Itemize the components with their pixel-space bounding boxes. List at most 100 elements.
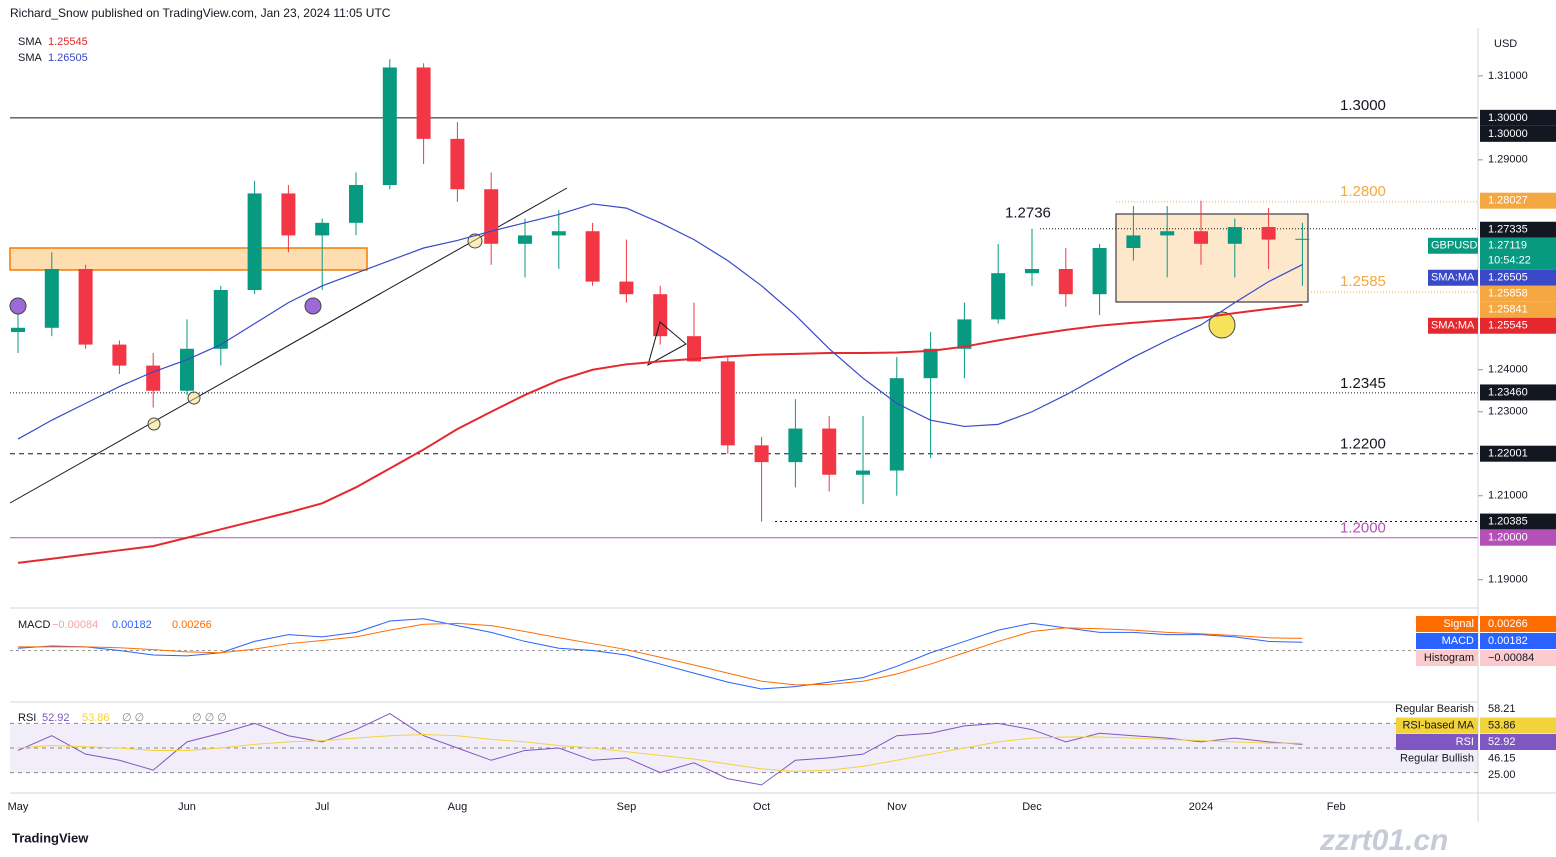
price-badge bbox=[1480, 109, 1556, 126]
sma-line bbox=[17, 203, 1303, 440]
pane-title: MACD bbox=[18, 619, 50, 631]
candle-body bbox=[889, 378, 904, 471]
price-badge-label: 1.22001 bbox=[1488, 448, 1528, 460]
candle-body bbox=[1194, 231, 1208, 244]
legend-name: SMA bbox=[18, 52, 43, 64]
candle-body bbox=[957, 319, 972, 349]
level-label: 1.2345 bbox=[1340, 375, 1386, 392]
price-badge bbox=[1480, 529, 1556, 546]
badge-value: 25.00 bbox=[1488, 769, 1516, 781]
legend-value: 53.86 bbox=[82, 712, 110, 724]
range-box bbox=[1115, 213, 1309, 303]
price-badge-label: 1.30000 bbox=[1488, 128, 1528, 140]
level-label: 1.2585 bbox=[1340, 273, 1386, 290]
price-badge bbox=[1480, 285, 1556, 302]
value-badge bbox=[1480, 633, 1556, 649]
candle-body bbox=[1092, 248, 1107, 295]
price-badge-label: 1.23460 bbox=[1488, 386, 1528, 398]
price-badge bbox=[1480, 301, 1556, 318]
price-badge-label: 1.26505 bbox=[1488, 272, 1528, 284]
candle-body bbox=[991, 273, 1006, 320]
legend-value: 1.25545 bbox=[48, 36, 88, 48]
macd-line bbox=[17, 618, 1303, 690]
tag-label: RSI-based MA bbox=[1402, 719, 1474, 731]
price-badge bbox=[1480, 384, 1556, 401]
plot: 1.3000 1.2800 1.2736 1.2585 1.2345 1.2200 1.20… bbox=[10, 59, 1478, 539]
candle-body bbox=[1025, 269, 1039, 274]
y-tick-label: 1.31000 bbox=[1488, 70, 1528, 82]
marker bbox=[304, 297, 322, 315]
price-badge bbox=[1480, 192, 1556, 209]
header: Richard_Snow published on TradingView.co… bbox=[10, 6, 391, 20]
candle-body bbox=[349, 185, 363, 223]
price-badge-label: 1.25858 bbox=[1488, 288, 1528, 300]
candle-body bbox=[44, 269, 59, 328]
value-badge bbox=[1480, 616, 1556, 632]
candle-body bbox=[619, 281, 634, 295]
badge-value: 58.21 bbox=[1488, 703, 1516, 715]
badge-value: 53.86 bbox=[1488, 719, 1516, 731]
tag-badge bbox=[1396, 717, 1478, 734]
badge-value: 46.15 bbox=[1488, 752, 1516, 764]
x-tick-label: Jul bbox=[315, 801, 329, 813]
y-tick-label: 1.24000 bbox=[1488, 364, 1528, 376]
candle-body bbox=[112, 344, 127, 366]
macd-line bbox=[18, 622, 1303, 686]
level-label: 1.2200 bbox=[1340, 436, 1386, 453]
candle-body bbox=[146, 365, 161, 391]
candle-body bbox=[450, 138, 465, 190]
x-tick-label: 2024 bbox=[1189, 801, 1213, 813]
candle-body bbox=[856, 470, 870, 475]
price-badge-label: 1.20385 bbox=[1488, 515, 1528, 527]
price-badge bbox=[1480, 237, 1556, 270]
candle-body bbox=[1227, 227, 1242, 244]
legend-value: 1.26505 bbox=[48, 52, 88, 64]
legend-value: ∅ ∅ bbox=[122, 712, 144, 724]
price-badge-label: 1.25841 bbox=[1488, 304, 1528, 316]
marker bbox=[147, 417, 161, 431]
currency: USD bbox=[1494, 38, 1517, 50]
price-badge-label: 1.25545 bbox=[1488, 320, 1528, 332]
candle-body bbox=[1058, 269, 1073, 295]
legend-value: 0.00266 bbox=[172, 619, 212, 631]
x-tick-label: Jun bbox=[178, 801, 196, 813]
tag-badge bbox=[1416, 650, 1478, 666]
level-label: 1.2800 bbox=[1340, 183, 1386, 200]
tag-badge bbox=[1428, 237, 1478, 254]
tag-label: Histogram bbox=[1424, 652, 1474, 664]
candle-body bbox=[281, 193, 296, 236]
candle-body bbox=[247, 193, 262, 290]
watermark: zzrt01.cn bbox=[1319, 824, 1448, 857]
x-tick-label: Aug bbox=[448, 801, 468, 813]
candle-body bbox=[315, 222, 330, 236]
level-label: 1.3000 bbox=[1340, 97, 1386, 114]
candle-body bbox=[653, 294, 668, 337]
tag-label: SMA:MA bbox=[1431, 320, 1475, 332]
price-badge-label: 1.27119 bbox=[1488, 240, 1527, 252]
candle-body bbox=[1295, 238, 1310, 240]
candle-body bbox=[1261, 227, 1276, 240]
candle-body bbox=[585, 231, 600, 282]
legend-value: 0.00182 bbox=[112, 619, 152, 631]
price-badge bbox=[1480, 125, 1556, 142]
x-tick-label: Oct bbox=[753, 801, 770, 813]
tag-badge bbox=[1416, 616, 1478, 632]
level-label: 1.2000 bbox=[1340, 520, 1386, 537]
legend-value: 52.92 bbox=[42, 712, 70, 724]
value-badge bbox=[1480, 650, 1556, 666]
candle-body bbox=[788, 428, 803, 463]
price-badge bbox=[1480, 317, 1556, 334]
tag-label: MACD bbox=[1442, 635, 1474, 647]
tag-label: SMA:MA bbox=[1431, 272, 1475, 284]
x-tick-label: Nov bbox=[887, 801, 907, 813]
candle-body bbox=[213, 289, 228, 349]
candle-body bbox=[923, 348, 938, 379]
value-badge bbox=[1480, 734, 1556, 750]
candle-body bbox=[382, 67, 397, 186]
candle-body bbox=[416, 67, 431, 139]
tag-badge bbox=[1428, 269, 1478, 286]
tag-label: Regular Bearish bbox=[1395, 703, 1474, 715]
candle-body bbox=[11, 327, 25, 332]
tag-label: Regular Bullish bbox=[1400, 752, 1474, 764]
zone bbox=[9, 247, 368, 271]
